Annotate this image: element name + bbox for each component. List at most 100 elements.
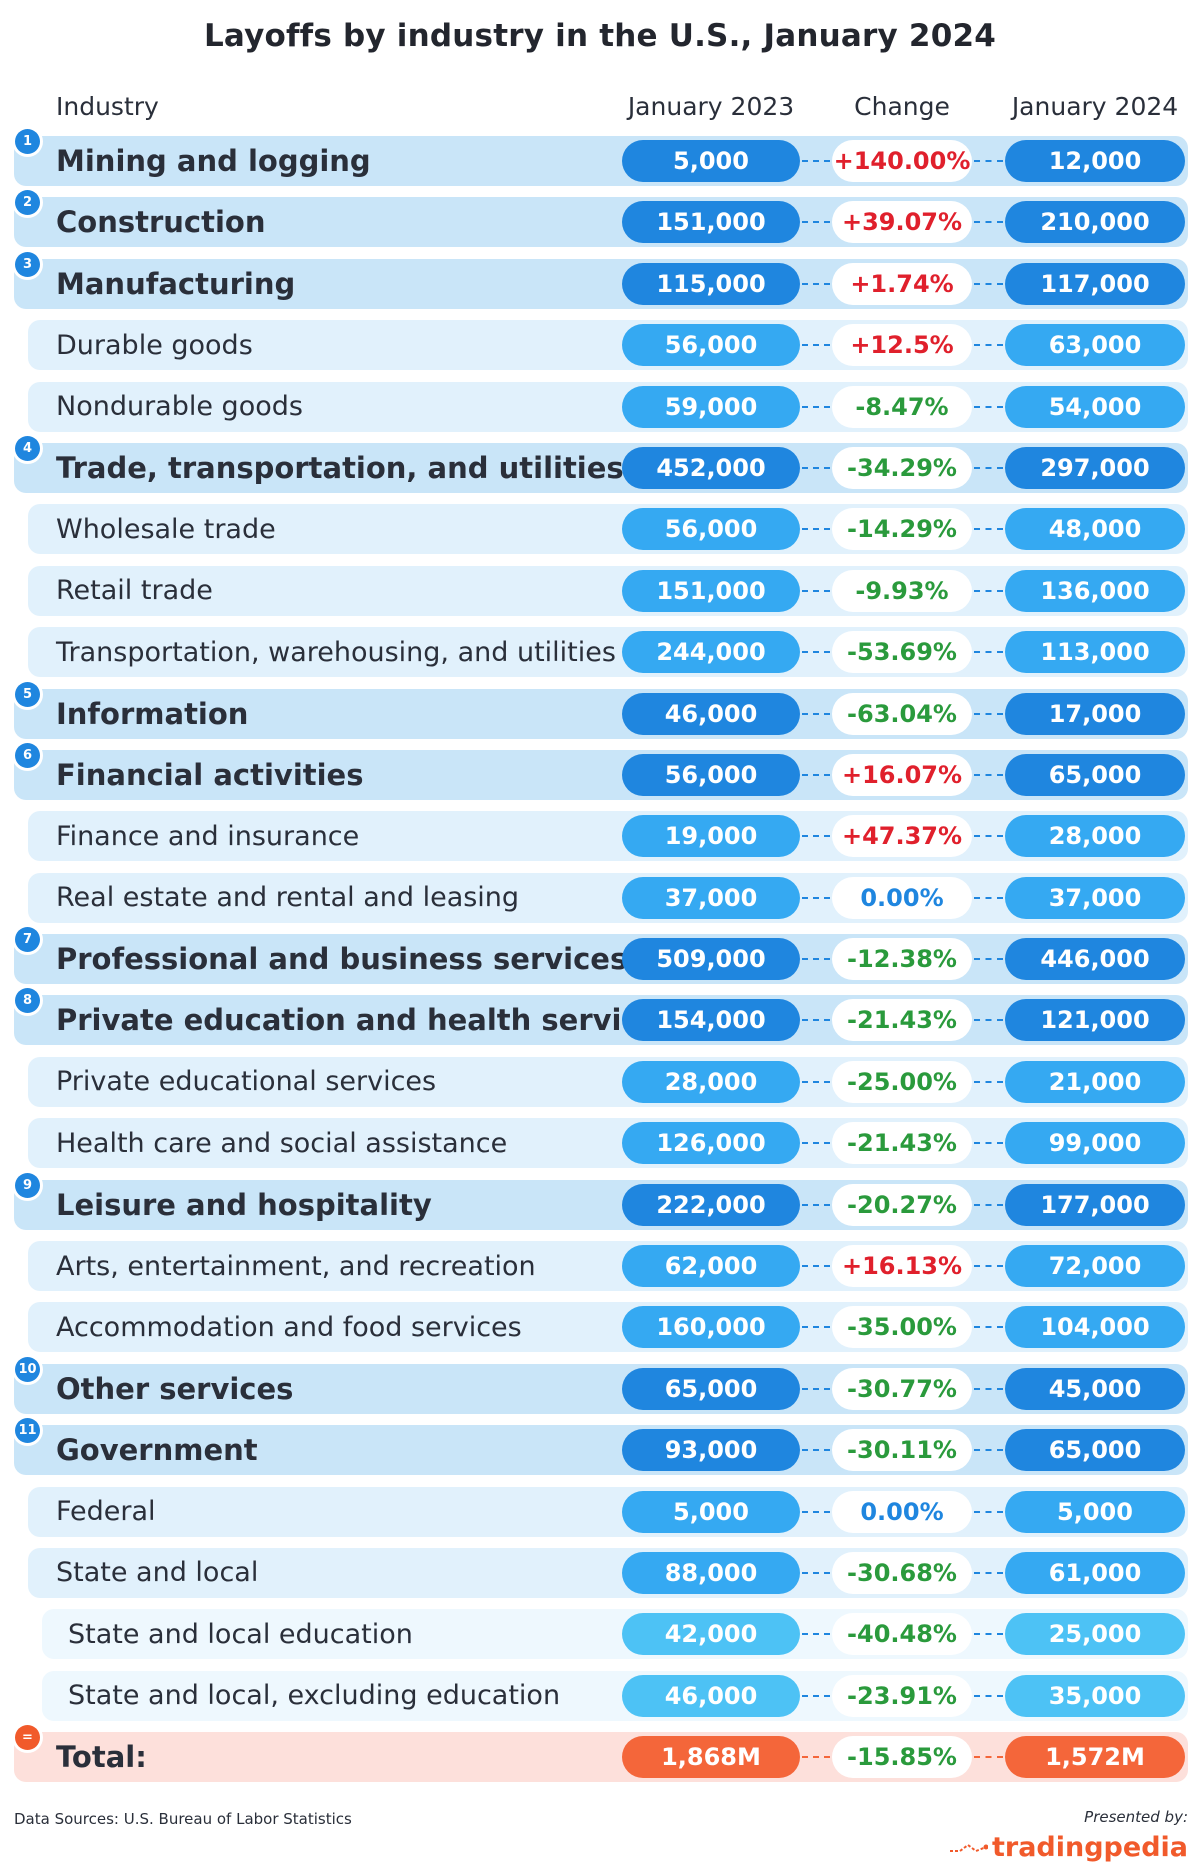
connector-line (974, 896, 1003, 899)
connector-line (974, 1756, 1003, 1759)
row-number-badge: 3 (15, 251, 40, 277)
value-january-2024: 65,000 (1005, 753, 1185, 796)
connector-line (802, 1326, 830, 1329)
row-number-badge: 1 (15, 129, 40, 154)
change-value: +16.13% (832, 1245, 972, 1288)
connector-line (802, 405, 830, 408)
connector-line (802, 1142, 830, 1145)
table-row: 7 Professional and business services 509,0… (0, 927, 1200, 995)
connector-line (974, 1203, 1003, 1206)
value-january-2023: 65,000 (622, 1367, 800, 1410)
table-row: Accommodation and food services 160,000 -3… (0, 1302, 1200, 1363)
connector-line (974, 712, 1003, 715)
value-january-2024: 297,000 (1005, 446, 1185, 489)
table-row: Durable goods 56,000 +12.5% 63,000 (0, 320, 1200, 381)
logo-trend-icon (949, 1843, 988, 1852)
row-number-badge: 7 (15, 927, 40, 953)
connector-line (974, 221, 1003, 224)
header-industry: Industry (56, 92, 159, 121)
change-value: -21.43% (832, 999, 972, 1042)
value-january-2023: 93,000 (622, 1429, 800, 1472)
value-january-2023: 46,000 (622, 692, 800, 735)
connector-line (802, 712, 830, 715)
industry-label: Retail trade (56, 575, 213, 607)
change-value: -53.69% (832, 631, 972, 674)
industry-label: Leisure and hospitality (56, 1187, 432, 1222)
connector-line (802, 589, 830, 592)
table-row: 2 Construction 151,000 +39.07% 210,000 (0, 190, 1200, 258)
value-january-2024: 446,000 (1005, 938, 1185, 981)
value-january-2024: 5,000 (1005, 1490, 1185, 1533)
table-row: State and local, excluding education 46,0… (0, 1670, 1200, 1732)
change-value: -25.00% (832, 1060, 972, 1103)
table-row: 4 Trade, transportation, and utilities 452… (0, 435, 1200, 504)
industry-label: Construction (56, 205, 266, 240)
connector-line (974, 282, 1003, 285)
value-january-2024: 12,000 (1005, 140, 1185, 182)
connector-line (974, 1694, 1003, 1697)
value-january-2023: 244,000 (622, 631, 800, 674)
industry-label: Federal (56, 1496, 156, 1528)
value-january-2024: 21,000 (1005, 1060, 1185, 1103)
industry-label: Other services (56, 1371, 294, 1406)
value-january-2023: 222,000 (622, 1183, 800, 1226)
change-value: -8.47% (832, 385, 972, 428)
row-number-badge: = (15, 1725, 40, 1751)
value-january-2023: 42,000 (622, 1613, 800, 1656)
connector-line (802, 1019, 830, 1022)
change-value: -12.38% (832, 938, 972, 981)
connector-line (974, 958, 1003, 961)
value-january-2024: 113,000 (1005, 631, 1185, 674)
connector-line (802, 835, 830, 838)
connector-line (974, 589, 1003, 592)
header-january-2023: January 2023 (627, 92, 795, 121)
change-value: -14.29% (832, 508, 972, 551)
total-row: = Total: 1,868M -15.85% 1,572M (0, 1725, 1200, 1793)
data-table: 1 Mining and logging 5,000 +140.00% 12,000 2 C… (0, 129, 1200, 1794)
value-january-2024: 65,000 (1005, 1429, 1185, 1472)
value-january-2023: 59,000 (622, 385, 800, 428)
change-value: -35.00% (832, 1306, 972, 1349)
change-value: -34.29% (832, 446, 972, 489)
value-january-2024: 63,000 (1005, 324, 1185, 367)
change-value: -63.04% (832, 692, 972, 735)
connector-line (974, 160, 1003, 162)
connector-line (802, 221, 830, 224)
value-january-2023: 509,000 (622, 938, 800, 981)
table-row: Transportation, warehousing, and utiliti… (0, 627, 1200, 688)
industry-label: Health care and social assistance (56, 1127, 508, 1159)
value-january-2024: 136,000 (1005, 569, 1185, 612)
table-row: 9 Leisure and hospitality 222,000 -20.27% 17… (0, 1172, 1200, 1241)
connector-line (802, 1633, 830, 1636)
table-row: 6 Financial activities 56,000 +16.07% 65,000 (0, 742, 1200, 811)
value-january-2023: 19,000 (622, 815, 800, 858)
table-row: 11 Government 93,000 -30.11% 65,000 (0, 1418, 1200, 1486)
connector-line (802, 282, 830, 285)
table-row: Private educational services 28,000 -25.00… (0, 1056, 1200, 1118)
table-row: Nondurable goods 59,000 -8.47% 54,000 (0, 381, 1200, 443)
connector-line (802, 1265, 830, 1268)
chart-title: Layoffs by industry in the U.S., January… (203, 18, 997, 54)
table-row: Real estate and rental and leasing 37,000… (0, 872, 1200, 934)
connector-line (802, 466, 830, 469)
value-january-2023: 56,000 (622, 753, 800, 796)
connector-line (974, 1326, 1003, 1329)
connector-line (802, 528, 830, 531)
value-january-2023: 28,000 (622, 1060, 800, 1103)
connector-line (802, 344, 830, 347)
value-january-2023: 56,000 (622, 508, 800, 551)
industry-label: Financial activities (56, 757, 364, 792)
value-january-2024: 25,000 (1005, 1613, 1185, 1656)
value-january-2023: 154,000 (622, 999, 800, 1042)
value-january-2024: 45,000 (1005, 1367, 1185, 1410)
row-number-badge: 2 (15, 190, 40, 216)
connector-line (974, 773, 1003, 776)
value-january-2023: 115,000 (622, 262, 800, 305)
tradingpedia-logo: tradingpedia (948, 1832, 1188, 1863)
connector-line (802, 773, 830, 776)
connector-line (974, 528, 1003, 531)
change-value: 0.00% (832, 1490, 972, 1533)
change-value: +16.07% (832, 753, 972, 796)
connector-line (974, 1142, 1003, 1145)
change-value: +140.00% (832, 140, 972, 182)
